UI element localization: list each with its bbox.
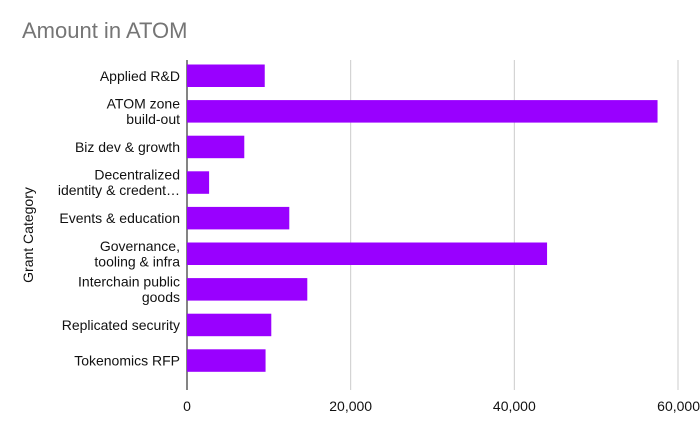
category-label: Interchain public goods [78, 273, 180, 305]
category-label-line: build-out [126, 111, 180, 127]
x-tick-labels: 0 20,000 40,000 60,000 [183, 398, 700, 414]
category-label: ATOM zone build-out [107, 95, 181, 127]
x-tick-label: 40,000 [493, 398, 536, 414]
x-tick-label: 60,000 [657, 398, 700, 414]
bar [187, 206, 290, 230]
chart-title: Amount in ATOM [22, 18, 188, 43]
category-label: Replicated security [62, 317, 180, 333]
bar [187, 135, 245, 159]
category-label: Tokenomics RFP [74, 353, 180, 369]
bar [187, 100, 658, 123]
bar [187, 64, 265, 87]
category-label: Events & education [59, 210, 180, 226]
category-labels: Applied R&D ATOM zone build-out Biz dev & g… [58, 68, 180, 369]
category-label: Governance, tooling & infra [94, 238, 180, 270]
bar [187, 242, 548, 265]
bar [187, 171, 210, 194]
bar [187, 278, 308, 301]
category-label-line: ATOM zone [107, 95, 181, 111]
category-label-line: identity & credent… [58, 182, 180, 198]
bars [187, 64, 658, 372]
category-label: Biz dev & growth [75, 139, 180, 155]
x-tick-label: 20,000 [329, 398, 372, 414]
x-tick-label: 0 [183, 398, 191, 414]
category-label-line: Interchain public [78, 273, 180, 289]
category-label-line: tooling & infra [94, 253, 180, 269]
category-label: Applied R&D [100, 68, 180, 84]
bar [187, 349, 266, 372]
bar [187, 313, 272, 337]
category-label: Decentralized identity & credent… [58, 167, 180, 199]
category-label-line: Decentralized [94, 167, 180, 183]
category-label-line: goods [142, 289, 180, 305]
y-axis-label: Grant Category [20, 187, 36, 283]
category-label-line: Governance, [100, 238, 180, 254]
